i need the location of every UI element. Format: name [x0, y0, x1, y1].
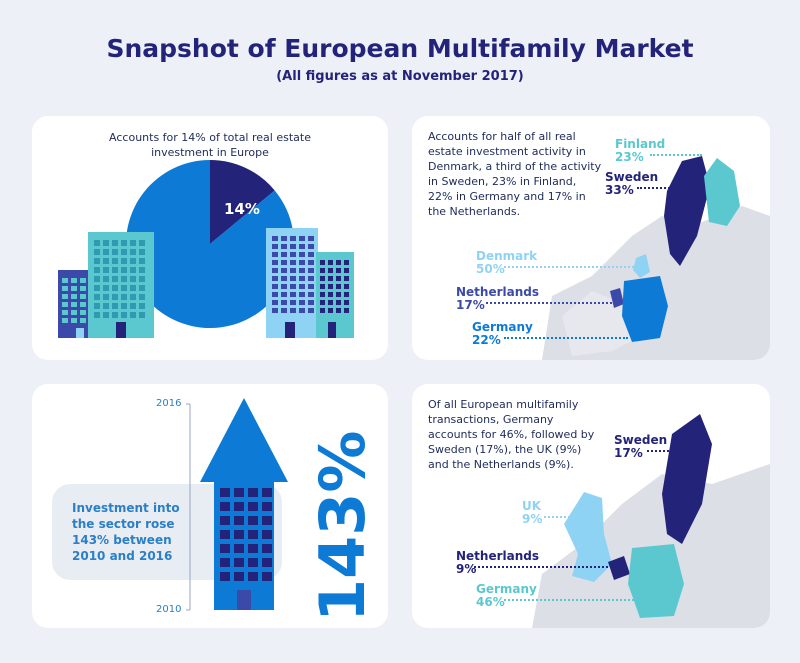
panel-transaction-share-map: Of all European multifamily transactions…: [412, 384, 770, 628]
page-title: Snapshot of European Multifamily Market: [106, 34, 694, 63]
map-netherlands: [610, 288, 624, 308]
pie-slice-other-real-estate: [126, 160, 294, 328]
leader-denmark: [504, 266, 634, 268]
map-finland: [704, 158, 740, 226]
leader-sweden: [637, 187, 677, 189]
panel-description: Accounts for 14% of total real estate in…: [109, 131, 311, 159]
label-sweden: Sweden 17%: [614, 433, 668, 460]
map-netherlands: [608, 556, 630, 580]
growth-percentage-text: 143%: [306, 430, 379, 622]
page-subtitle: (All figures as at November 2017): [276, 69, 524, 84]
building-illustration-left: [58, 232, 154, 338]
label-netherlands: Netherlands 9%: [456, 549, 540, 576]
europe-map-1: [542, 156, 770, 360]
panel-description: Accounts for half of all real estate inv…: [428, 130, 602, 218]
leader-netherlands: [486, 302, 612, 304]
growth-big-number: 143%: [306, 384, 379, 622]
map-uk: [564, 492, 612, 582]
europe-map-2: [532, 414, 770, 628]
panel-share-of-investment: Accounts for 14% of total real estate in…: [32, 116, 388, 360]
label-sweden: Sweden 33%: [605, 170, 659, 197]
leader-uk: [544, 516, 570, 518]
building-illustration-right: [266, 228, 354, 338]
year-top-label: 2016: [156, 398, 182, 409]
panel-country-share-map: Accounts for half of all real estate inv…: [412, 116, 770, 360]
label-uk: UK 9%: [522, 499, 543, 526]
map-sweden: [662, 414, 712, 544]
growth-callout-text: Investment into the sector rose 143% bet…: [72, 501, 180, 563]
panel-description: Of all European multifamily transactions…: [428, 398, 595, 471]
pie-chart: 14%: [58, 160, 354, 338]
leader-netherlands: [474, 566, 608, 568]
leader-finland: [650, 154, 702, 156]
pie-slice-multifamily: [210, 160, 275, 244]
label-finland: Finland 23%: [615, 137, 666, 164]
map-denmark: [633, 254, 650, 278]
label-germany: Germany 22%: [472, 320, 533, 347]
map-germany: [628, 544, 684, 618]
pie-slice-label: 14%: [224, 200, 260, 218]
map-sweden: [664, 156, 710, 266]
map-germany: [622, 276, 668, 342]
year-bottom-label: 2010: [156, 604, 182, 615]
label-denmark: Denmark 50%: [476, 249, 538, 276]
panel-investment-growth: Investment into the sector rose 143% bet…: [32, 384, 388, 628]
leader-sweden: [647, 450, 677, 452]
label-germany: Germany 46%: [476, 582, 537, 609]
growth-arrow-building: [186, 398, 288, 611]
label-netherlands: Netherlands 17%: [456, 285, 540, 312]
leader-germany: [504, 599, 634, 601]
leader-germany: [504, 337, 628, 339]
